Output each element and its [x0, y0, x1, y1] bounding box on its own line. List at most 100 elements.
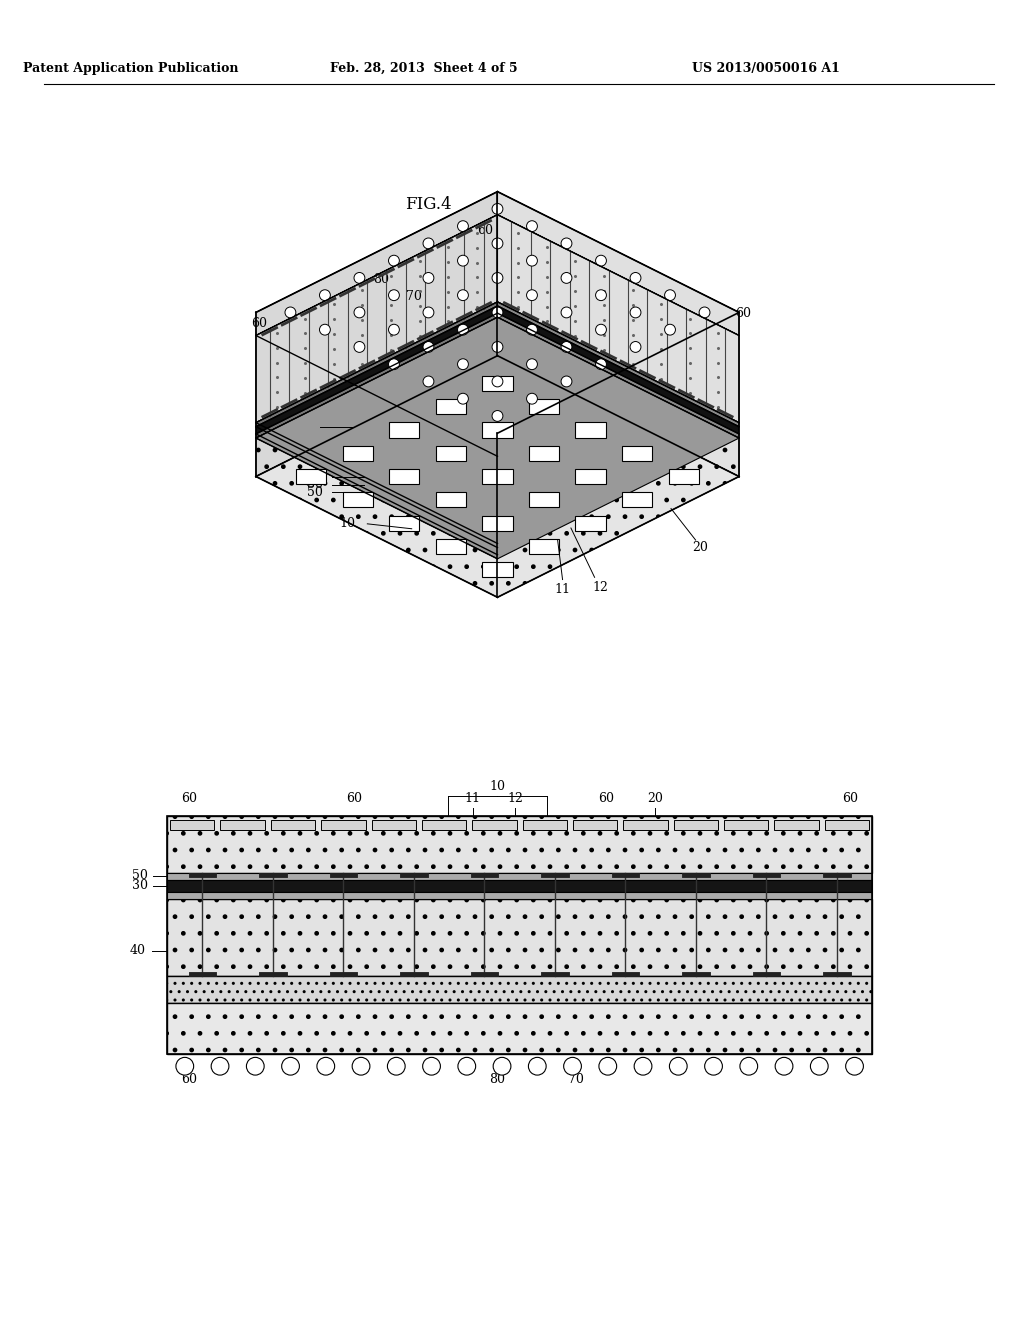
Bar: [472, 820, 517, 829]
Circle shape: [596, 325, 606, 335]
Text: 30: 30: [307, 478, 324, 491]
Polygon shape: [389, 422, 420, 437]
Text: 80: 80: [374, 273, 389, 286]
Circle shape: [319, 325, 331, 335]
Circle shape: [526, 393, 538, 404]
Polygon shape: [482, 516, 513, 531]
Text: 60: 60: [598, 792, 614, 805]
Bar: [170, 820, 214, 829]
Polygon shape: [256, 215, 498, 422]
Circle shape: [699, 308, 710, 318]
Circle shape: [458, 1057, 476, 1074]
Polygon shape: [256, 215, 739, 457]
Circle shape: [561, 342, 572, 352]
Circle shape: [423, 1057, 440, 1074]
Circle shape: [354, 342, 365, 352]
Polygon shape: [342, 492, 373, 507]
Polygon shape: [498, 191, 739, 335]
Polygon shape: [256, 317, 739, 558]
Polygon shape: [256, 191, 498, 335]
Circle shape: [458, 220, 468, 231]
Bar: [824, 820, 869, 829]
Text: 60: 60: [181, 792, 197, 805]
Polygon shape: [435, 446, 466, 461]
Circle shape: [596, 359, 606, 370]
Circle shape: [630, 342, 641, 352]
Polygon shape: [482, 422, 513, 437]
Circle shape: [740, 1057, 758, 1074]
Circle shape: [526, 359, 538, 370]
Circle shape: [705, 1057, 722, 1074]
Circle shape: [493, 376, 503, 387]
Polygon shape: [622, 446, 652, 461]
Circle shape: [526, 255, 538, 267]
Text: 40: 40: [295, 421, 311, 434]
Circle shape: [387, 1057, 406, 1074]
Polygon shape: [482, 469, 513, 484]
Circle shape: [423, 342, 434, 352]
Circle shape: [630, 272, 641, 284]
Text: 50: 50: [132, 870, 147, 883]
Circle shape: [630, 308, 641, 318]
Polygon shape: [575, 516, 606, 531]
Polygon shape: [256, 313, 739, 554]
Circle shape: [846, 1057, 863, 1074]
Text: 40: 40: [130, 944, 145, 957]
Bar: [774, 820, 819, 829]
Circle shape: [354, 272, 365, 284]
Bar: [167, 975, 872, 1003]
Text: 50: 50: [307, 486, 324, 499]
Polygon shape: [528, 446, 559, 461]
Polygon shape: [296, 469, 327, 484]
Polygon shape: [669, 469, 699, 484]
Text: Feb. 28, 2013  Sheet 4 of 5: Feb. 28, 2013 Sheet 4 of 5: [330, 62, 517, 75]
Polygon shape: [256, 355, 739, 597]
Circle shape: [423, 238, 434, 249]
Bar: [167, 899, 872, 975]
Circle shape: [247, 1057, 264, 1074]
Circle shape: [352, 1057, 370, 1074]
Circle shape: [810, 1057, 828, 1074]
Circle shape: [526, 290, 538, 301]
Polygon shape: [389, 469, 420, 484]
Text: 11: 11: [555, 583, 570, 595]
Circle shape: [423, 376, 434, 387]
Text: 11: 11: [465, 792, 481, 805]
Circle shape: [458, 325, 468, 335]
Text: 70: 70: [406, 290, 422, 302]
Circle shape: [526, 220, 538, 231]
Polygon shape: [435, 399, 466, 414]
Text: 20: 20: [647, 792, 664, 805]
Bar: [724, 820, 768, 829]
Polygon shape: [256, 191, 739, 433]
Text: 10: 10: [489, 780, 506, 793]
Circle shape: [494, 1057, 511, 1074]
Circle shape: [458, 359, 468, 370]
Polygon shape: [575, 469, 606, 484]
Polygon shape: [256, 317, 498, 477]
Polygon shape: [498, 313, 739, 438]
Circle shape: [493, 342, 503, 352]
Text: 60: 60: [181, 1073, 197, 1085]
Circle shape: [634, 1057, 652, 1074]
Circle shape: [319, 290, 331, 301]
Text: FIG.4: FIG.4: [406, 195, 452, 213]
Circle shape: [599, 1057, 616, 1074]
Bar: [322, 820, 366, 829]
Circle shape: [561, 272, 572, 284]
Circle shape: [388, 359, 399, 370]
Circle shape: [388, 255, 399, 267]
Circle shape: [354, 308, 365, 318]
Circle shape: [563, 1057, 582, 1074]
Polygon shape: [435, 492, 466, 507]
Bar: [624, 820, 668, 829]
Bar: [167, 873, 872, 880]
Bar: [220, 820, 265, 829]
Circle shape: [388, 325, 399, 335]
Circle shape: [775, 1057, 793, 1074]
Circle shape: [493, 411, 503, 421]
Polygon shape: [256, 306, 498, 434]
Circle shape: [493, 203, 503, 214]
Text: US 2013/0050016 A1: US 2013/0050016 A1: [692, 62, 840, 75]
Polygon shape: [498, 317, 739, 477]
